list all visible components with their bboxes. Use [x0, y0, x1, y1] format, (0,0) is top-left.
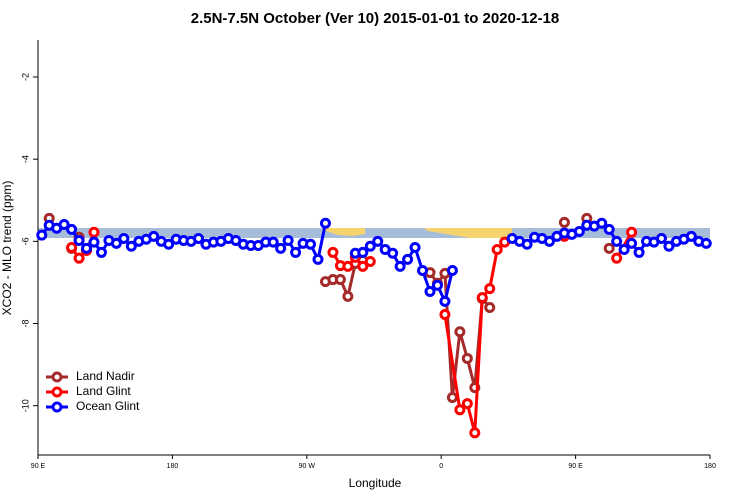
- data-point: [58, 218, 70, 230]
- data-point: [626, 237, 638, 249]
- x-tick-label: 90 E: [31, 463, 46, 470]
- data-point: [446, 265, 458, 277]
- data-point: [73, 252, 85, 264]
- chart-title: 2.5N-7.5N October (Ver 10) 2015-01-01 to…: [191, 10, 560, 27]
- data-point: [66, 223, 78, 235]
- data-point: [88, 236, 100, 248]
- land-band: [424, 228, 512, 238]
- data-point: [439, 308, 451, 320]
- data-point: [267, 236, 279, 248]
- data-point: [417, 265, 429, 277]
- y-tick-label: -4: [20, 155, 30, 163]
- data-point: [484, 283, 496, 295]
- x-tick-label: 90 E: [568, 463, 583, 470]
- y-tick-label: -10: [20, 399, 30, 412]
- data-point: [319, 217, 331, 229]
- data-point: [409, 242, 421, 253]
- data-point: [357, 246, 369, 258]
- data-point: [424, 285, 436, 297]
- data-point: [461, 352, 473, 364]
- data-point: [110, 237, 122, 249]
- ocean-band: [38, 228, 710, 238]
- data-point: [469, 427, 481, 439]
- legend-swatch: [51, 371, 63, 383]
- data-point: [81, 242, 93, 254]
- data-point: [118, 232, 130, 244]
- data-point: [36, 229, 48, 241]
- data-point: [394, 260, 406, 272]
- data-point: [521, 238, 533, 250]
- legend-label: Ocean Glint: [76, 399, 140, 413]
- data-point: [573, 225, 585, 237]
- data-point: [663, 240, 675, 252]
- data-point: [125, 240, 137, 252]
- data-point: [633, 246, 645, 258]
- y-tick-label: -2: [20, 73, 30, 81]
- land-band: [322, 228, 365, 236]
- data-point: [618, 244, 630, 256]
- data-point: [558, 216, 570, 228]
- x-tick-label: 90 W: [299, 463, 316, 470]
- x-tick-label: 0: [439, 463, 443, 470]
- data-point: [364, 240, 376, 252]
- data-point: [193, 232, 205, 244]
- data-point: [431, 279, 443, 291]
- data-point: [655, 232, 667, 244]
- data-point: [700, 237, 712, 249]
- data-point: [685, 230, 697, 242]
- y-tick-label: -6: [20, 237, 30, 245]
- legend-swatch: [51, 401, 63, 413]
- data-point: [626, 226, 638, 238]
- data-point: [484, 301, 496, 313]
- data-point: [372, 235, 384, 247]
- data-point: [446, 391, 458, 403]
- x-axis-label: Longitude: [349, 476, 402, 490]
- data-point: [282, 235, 294, 247]
- data-point: [543, 235, 555, 247]
- data-point: [327, 246, 339, 258]
- data-point: [387, 247, 399, 259]
- y-axis-label: XCO2 - MLO trend (ppm): [0, 181, 14, 316]
- data-point: [334, 274, 346, 286]
- legend-swatch: [51, 386, 63, 398]
- data-point: [66, 242, 78, 253]
- data-point: [596, 217, 608, 229]
- data-point: [275, 242, 287, 254]
- data-point: [342, 290, 354, 302]
- x-tick-label: 180: [704, 463, 716, 470]
- data-point: [603, 223, 615, 235]
- data-point: [461, 398, 473, 410]
- data-point: [402, 253, 414, 265]
- data-point: [73, 235, 85, 247]
- data-point: [312, 253, 324, 265]
- data-point: [611, 235, 623, 247]
- legend-label: Land Glint: [76, 384, 131, 398]
- y-tick-label: -8: [20, 320, 30, 328]
- data-point: [342, 260, 354, 272]
- data-point: [603, 242, 615, 254]
- data-point: [163, 238, 175, 250]
- data-point: [290, 246, 302, 258]
- data-point: [476, 292, 488, 304]
- data-point: [454, 326, 466, 338]
- data-point: [454, 404, 466, 416]
- data-point: [95, 246, 107, 258]
- data-point: [88, 226, 100, 238]
- data-point: [148, 230, 160, 242]
- x-tick-label: 180: [167, 463, 179, 470]
- data-point: [491, 244, 503, 256]
- data-point: [364, 255, 376, 267]
- data-point: [611, 252, 623, 264]
- data-point: [439, 295, 451, 307]
- data-point: [305, 238, 317, 250]
- data-point: [357, 260, 369, 272]
- legend-label: Land Nadir: [76, 369, 135, 383]
